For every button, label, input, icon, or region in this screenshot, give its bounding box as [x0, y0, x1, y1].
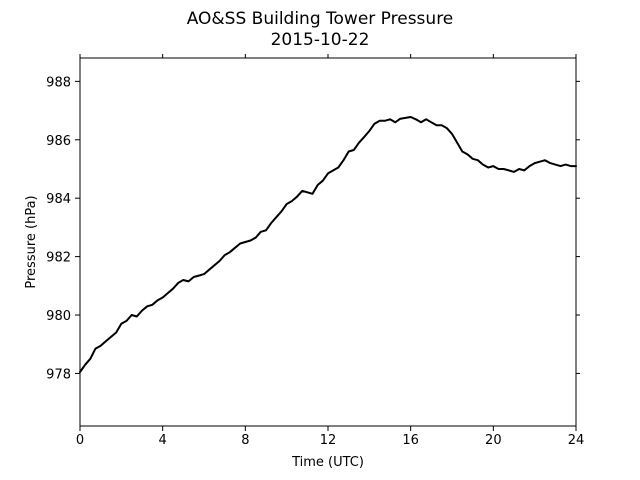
x-tick-label: 0	[76, 433, 84, 448]
x-tick-label: 8	[241, 433, 249, 448]
y-tick-label: 986	[46, 134, 71, 149]
x-tick-label: 24	[568, 433, 585, 448]
y-tick-label: 978	[46, 367, 71, 382]
x-axis-label: Time (UTC)	[291, 455, 364, 470]
x-tick-label: 20	[485, 433, 502, 448]
y-tick-label: 982	[46, 251, 71, 266]
x-tick-label: 16	[402, 433, 419, 448]
axis-ticks: 0 4 8 12 16 20 24 978 980 982 984 986 988	[46, 54, 584, 448]
chart-title: AO&SS Building Tower Pressure	[187, 9, 454, 29]
y-axis-label: Pressure (hPa)	[24, 195, 39, 288]
y-tick-label: 980	[46, 309, 71, 324]
chart-subtitle: 2015-10-22	[271, 30, 370, 50]
x-tick-label: 4	[159, 433, 167, 448]
pressure-series-line	[79, 116, 577, 373]
x-tick-label: 12	[320, 433, 337, 448]
plot-frame	[79, 57, 577, 427]
y-tick-label: 988	[46, 75, 71, 90]
y-tick-label: 984	[46, 192, 71, 207]
